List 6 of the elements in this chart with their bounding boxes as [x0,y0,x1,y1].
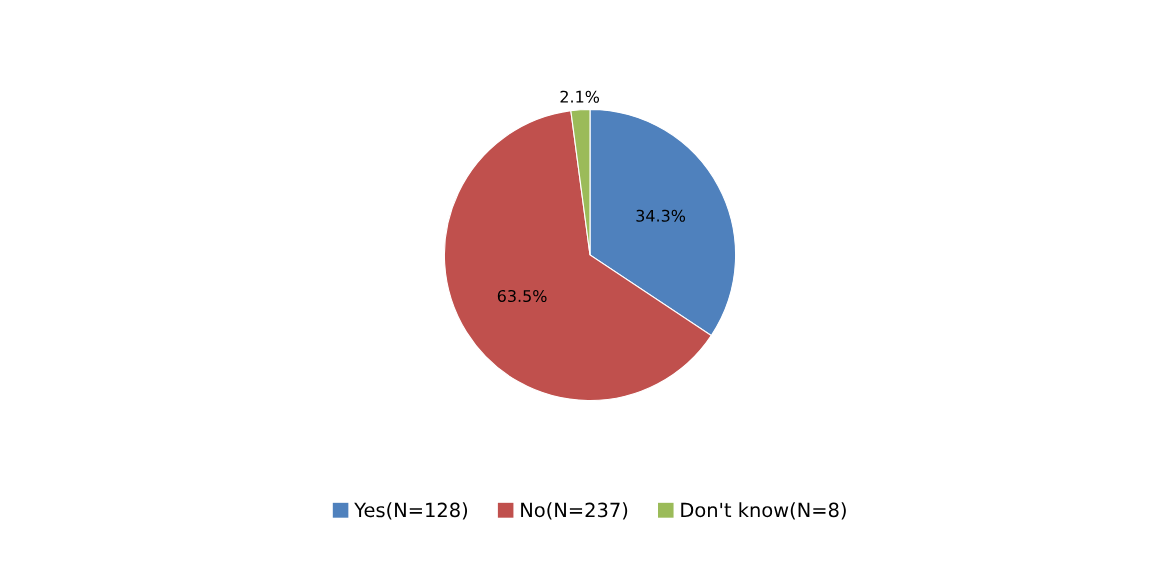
data-label: 63.5% [497,289,547,303]
legend-label: Yes(N=128) [354,502,468,520]
legend-label: Don't know(N=8) [681,502,846,520]
data-label: 2.1% [560,90,600,103]
data-label: 34.3% [636,209,686,222]
legend-label: No(N=237) [521,502,628,520]
